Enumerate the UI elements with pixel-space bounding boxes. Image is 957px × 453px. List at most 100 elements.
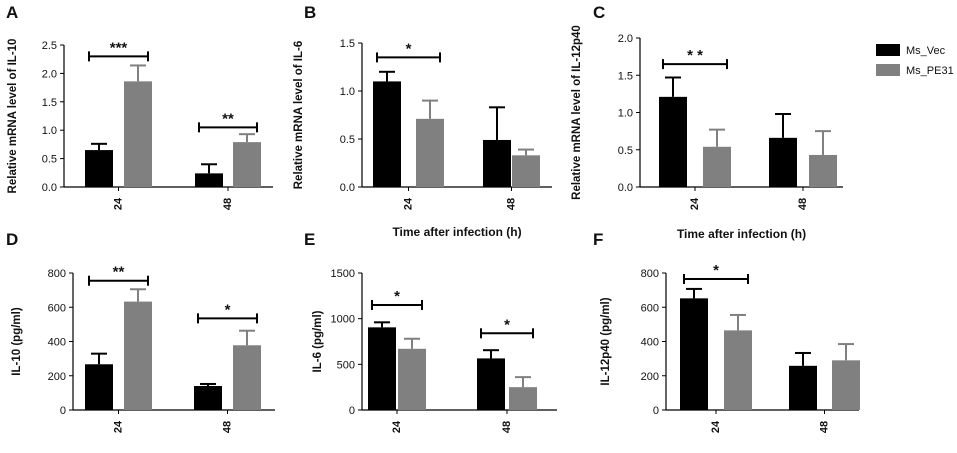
y-tick-label: 500: [337, 359, 355, 371]
bar-ms-pe31: [703, 146, 731, 187]
x-tick-label: 48: [501, 421, 513, 433]
significance-label: *: [394, 288, 400, 305]
bar-ms-pe31: [416, 118, 444, 187]
x-axis-label: Time after infection (h): [677, 227, 806, 241]
y-tick-label: 1.5: [42, 97, 57, 109]
bar-ms-pe31: [509, 387, 537, 410]
panel-b: B 0.0 0.5 1.0 1.5 24 48 * Relative mRNA level of…: [293, 3, 552, 239]
y-tick-label: 0.0: [618, 182, 633, 194]
y-tick-label: 400: [48, 337, 66, 349]
legend: Ms_Vec Ms_PE31: [876, 44, 954, 77]
bar-ms-vec: [368, 327, 396, 410]
y-tick-label: 0.5: [340, 134, 355, 146]
y-axis-label: IL-10 (pg/ml): [11, 307, 23, 376]
y-axis-label: Relative mRNA level of IL-10: [7, 39, 19, 194]
bar-ms-pe31: [233, 142, 261, 187]
panel-c: C 0.0 0.5 1.0 1.5 2.0 24 48 * * Relative mRNA lev…: [571, 3, 843, 241]
bar-ms-pe31: [124, 301, 152, 410]
x-tick-label: 24: [689, 197, 701, 210]
panel-letter: C: [593, 3, 605, 22]
x-tick-label: 24: [710, 420, 722, 433]
y-tick-label: 200: [641, 371, 659, 383]
y-tick-label: 0.0: [340, 182, 355, 194]
bar-ms-vec: [194, 386, 222, 410]
panel-letter: D: [6, 230, 18, 249]
significance-label: **: [222, 110, 234, 127]
bar-ms-vec: [477, 358, 505, 410]
panel-letter: A: [6, 3, 18, 22]
y-tick-label: 400: [641, 337, 659, 349]
bar-ms-vec: [85, 364, 113, 410]
y-tick-label: 1500: [331, 268, 355, 280]
legend-label: Ms_PE31: [906, 65, 954, 77]
y-axis-label: Relative mRNA level of IL-12p40: [571, 25, 583, 200]
y-tick-label: 2.0: [618, 33, 633, 45]
y-tick-label: 0: [60, 405, 66, 417]
panel-f: F 0 200 400 600 800 24 48 * IL-12p40 (pg/ml) Time …: [593, 230, 860, 433]
x-tick-label: 48: [797, 198, 809, 210]
bar-ms-vec: [195, 173, 223, 187]
y-tick-label: 1.5: [618, 70, 633, 82]
y-tick-label: 1.0: [42, 125, 57, 137]
y-tick-label: 0: [349, 405, 355, 417]
y-tick-label: 0: [653, 405, 659, 417]
y-tick-label: 2.5: [42, 40, 57, 52]
bar-ms-pe31: [233, 345, 261, 410]
y-tick-label: 1.0: [618, 108, 633, 120]
panel-letter: F: [593, 230, 603, 249]
bar-ms-vec: [373, 81, 401, 187]
significance-label: *: [225, 301, 231, 318]
legend-swatch-ms-vec: [876, 44, 900, 56]
y-tick-label: 1.0: [340, 86, 355, 98]
significance-label: *: [713, 262, 719, 279]
y-tick-label: 200: [48, 371, 66, 383]
x-tick-label: 24: [112, 420, 124, 433]
y-tick-label: 600: [641, 302, 659, 314]
y-axis-label: IL-12p40 (pg/ml): [600, 297, 612, 385]
bar-ms-vec: [789, 365, 817, 410]
panel-letter: B: [304, 3, 316, 22]
y-axis-label: Relative mRNA level of IL-6: [293, 41, 305, 189]
y-tick-label: 1000: [331, 314, 355, 326]
panel-a: A0.00.51.01.52.02.524 48*****Relative mRN…: [6, 3, 273, 210]
bar-ms-vec: [659, 96, 687, 187]
y-tick-label: 0.0: [42, 182, 57, 194]
significance-label: *: [406, 40, 412, 57]
significance-label: * *: [687, 47, 703, 64]
significance-label: **: [113, 264, 125, 281]
x-tick-label: 48: [505, 198, 517, 210]
y-tick-label: 600: [48, 302, 66, 314]
legend-swatch-ms-pe31: [876, 64, 900, 76]
bar-ms-vec: [483, 139, 511, 187]
y-tick-label: 2.0: [42, 68, 57, 80]
bar-ms-pe31: [124, 81, 152, 187]
y-tick-label: 800: [48, 268, 66, 280]
significance-label: ***: [110, 39, 128, 56]
panel-letter: E: [304, 230, 315, 249]
bar-ms-pe31: [832, 360, 860, 410]
y-tick-label: 800: [641, 268, 659, 280]
x-axis-label: Time after infection (h): [392, 225, 521, 239]
x-tick-label: 48: [818, 421, 830, 433]
y-tick-label: 1.5: [340, 38, 355, 50]
bar-ms-pe31: [512, 155, 540, 187]
legend-label: Ms_Vec: [906, 45, 946, 57]
y-tick-label: 0.5: [42, 154, 57, 166]
bar-ms-pe31: [724, 330, 752, 410]
bar-ms-pe31: [398, 348, 426, 410]
bar-ms-vec: [769, 137, 797, 187]
y-tick-label: 0.5: [618, 145, 633, 157]
bar-ms-pe31: [809, 154, 837, 187]
x-tick-label: 48: [221, 421, 233, 433]
bar-ms-vec: [85, 150, 113, 187]
significance-label: *: [504, 316, 510, 333]
x-tick-label: 24: [112, 197, 124, 210]
y-axis-label: IL-6 (pg/ml): [312, 310, 324, 372]
bar-ms-vec: [680, 298, 708, 410]
x-tick-label: 24: [402, 197, 414, 210]
x-tick-label: 48: [222, 198, 234, 210]
x-tick-label: 24: [391, 420, 403, 433]
